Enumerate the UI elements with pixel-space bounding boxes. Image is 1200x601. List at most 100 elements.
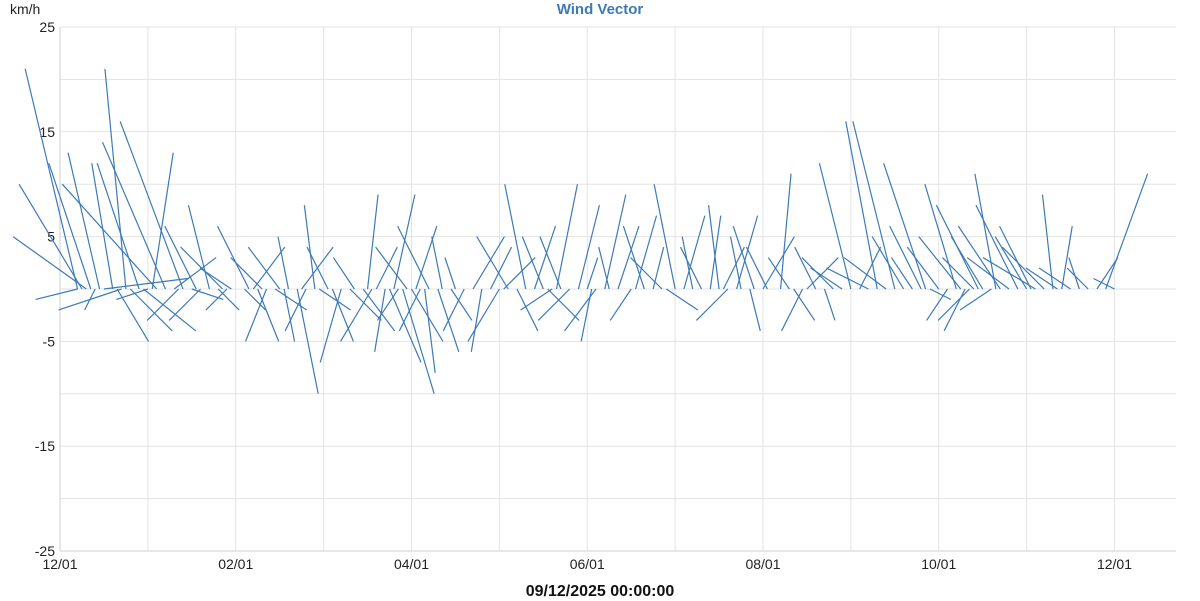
- wind-vector: [397, 225, 430, 290]
- y-tick-label: 25: [39, 19, 55, 35]
- wind-vector: [415, 225, 438, 290]
- wind-vector: [943, 288, 966, 332]
- wind-vector: [681, 236, 694, 290]
- wind-vector: [665, 288, 699, 311]
- wind-vector: [736, 215, 759, 290]
- wind-vector: [695, 288, 729, 321]
- wind-vector: [520, 288, 553, 311]
- x-tick-label: 12/01: [1097, 556, 1132, 572]
- wind-vector: [444, 257, 457, 290]
- y-tick-label: -5: [43, 333, 56, 349]
- wind-vector: [143, 288, 197, 332]
- wind-vector: [634, 215, 658, 290]
- wind-vector: [826, 267, 869, 290]
- wind-vector: [91, 163, 114, 290]
- wind-vector: [779, 173, 792, 290]
- wind-vector: [871, 236, 905, 290]
- wind-vector: [577, 205, 600, 290]
- wind-vector: [410, 288, 444, 342]
- wind-vector: [252, 246, 286, 290]
- x-tick-label: 08/01: [745, 556, 780, 572]
- wind-vector: [442, 288, 465, 332]
- wind-vector: [476, 236, 509, 290]
- wind-vector: [609, 288, 632, 321]
- wind-vector: [683, 215, 706, 290]
- wind-vector: [630, 257, 663, 290]
- wind-vector: [129, 288, 173, 332]
- wind-vector: [883, 163, 927, 290]
- wind-vector: [806, 257, 839, 290]
- x-tick-label: 12/01: [42, 556, 77, 572]
- wind-vector: [818, 163, 852, 290]
- wind-vector: [277, 236, 290, 290]
- wind-vector: [96, 163, 140, 290]
- wind-vector: [906, 246, 940, 290]
- chart-title: Wind Vector: [556, 1, 644, 18]
- wind-vector: [199, 267, 232, 290]
- wind-vector: [918, 236, 962, 290]
- wind-vector: [318, 288, 352, 311]
- wind-vector: [217, 288, 240, 311]
- wind-vector: [205, 288, 228, 311]
- wind-vector: [284, 288, 307, 332]
- x-tick-label: 06/01: [570, 556, 605, 572]
- wind-vector: [470, 288, 483, 352]
- wind-vector: [119, 121, 184, 290]
- wind-vector: [376, 288, 399, 321]
- y-axis-unit-label: km/h: [10, 1, 41, 17]
- y-tick-label: -15: [35, 438, 55, 454]
- wind-vector: [24, 68, 79, 290]
- wind-vector: [187, 205, 210, 290]
- wind-vector: [230, 257, 263, 290]
- wind-vector: [319, 288, 342, 363]
- wind-vector: [745, 246, 768, 290]
- wind-vector: [102, 142, 167, 290]
- wind-vector: [843, 257, 887, 290]
- wind-vector: [547, 288, 580, 321]
- wind-vector: [303, 205, 316, 290]
- wind-vector: [164, 225, 197, 290]
- wind-vector: [1068, 257, 1080, 290]
- wind-vector: [450, 288, 473, 321]
- wind-vector: [67, 152, 101, 290]
- wind-vector: [653, 184, 676, 290]
- wind-vector: [975, 204, 1019, 290]
- wind-vector: [35, 288, 78, 301]
- wind-vector: [1105, 173, 1149, 290]
- wind-vector: [503, 257, 536, 290]
- wind-vector: [151, 152, 174, 290]
- wind-vector: [168, 288, 202, 321]
- wind-vector: [793, 288, 816, 321]
- wind-vector: [950, 236, 984, 290]
- wind-vector: [924, 184, 957, 290]
- wind-vector: [504, 184, 527, 290]
- wind-vector: [937, 288, 970, 321]
- wind-vector: [349, 288, 382, 321]
- wind-vector: [845, 121, 878, 290]
- wind-vector: [537, 288, 571, 321]
- wind-vector: [244, 288, 266, 311]
- wind-vector: [709, 215, 722, 290]
- wind-vector: [467, 288, 500, 342]
- wind-vector: [707, 205, 720, 290]
- wind-vector: [12, 236, 87, 290]
- wind-vector: [247, 246, 281, 290]
- wind-vector: [1001, 246, 1045, 290]
- wind-vector: [116, 288, 150, 342]
- wind-vector: [116, 288, 149, 301]
- wind-vector: [982, 257, 1036, 290]
- x-tick-label: 02/01: [218, 556, 253, 572]
- wind-vector: [859, 246, 882, 290]
- wind-vector: [424, 288, 436, 373]
- wind-vector: [604, 194, 627, 290]
- wind-vector: [331, 288, 354, 342]
- wind-vector: [472, 236, 505, 290]
- wind-vector: [622, 225, 645, 290]
- wind-vector: [781, 288, 804, 332]
- wind-vector: [339, 288, 373, 342]
- wind-vector: [244, 288, 268, 342]
- wind-vector: [729, 236, 742, 290]
- wind-vector: [516, 288, 539, 332]
- wind-vector: [1041, 194, 1054, 290]
